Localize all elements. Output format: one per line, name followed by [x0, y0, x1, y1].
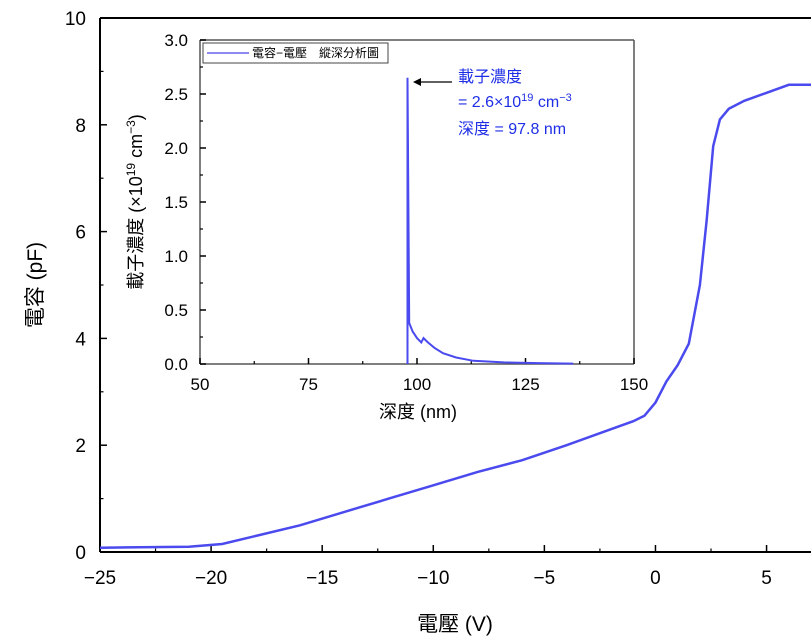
x-tick-label: 100 — [403, 375, 431, 394]
y-tick-label: 0 — [75, 543, 86, 564]
x-tick-label: −25 — [84, 568, 116, 589]
x-tick-label: 150 — [620, 375, 648, 394]
y-tick-label: 10 — [65, 9, 86, 30]
inset-x-axis-title: 深度 (nm) — [379, 402, 457, 422]
annotation-line-2: = 2.6×1019 cm−3 — [458, 92, 572, 111]
inset-y-title-sup: 19 — [124, 163, 138, 177]
main-series-line — [99, 83, 811, 549]
annotation-line-2-sup2: −3 — [559, 92, 572, 104]
inset-legend-label: 電容−電壓 縱深分析圖 — [252, 45, 379, 60]
inset-background — [200, 40, 634, 364]
inset-y-axis-title: 載子濃度 (×1019 cm−3) — [124, 114, 146, 290]
y-tick-label: 3.0 — [164, 31, 188, 50]
y-tick-label: 6 — [75, 223, 86, 244]
x-tick-label: 75 — [299, 375, 318, 394]
annotation-line-3: 深度 = 97.8 nm — [458, 120, 566, 138]
inset-y-title-close: ) — [126, 114, 146, 120]
annotation-line-2-tail: cm — [533, 94, 559, 111]
inset-legend: 電容−電壓 縱深分析圖 — [202, 42, 389, 64]
inset-legend-box — [202, 42, 389, 64]
inset-annotation: 載子濃度 = 2.6×1019 cm−3 深度 = 97.8 nm — [413, 68, 572, 138]
x-tick-label: −15 — [306, 568, 338, 589]
annotation-line-2-sup: 19 — [521, 92, 533, 104]
y-tick-label: 1.0 — [164, 247, 188, 266]
inset-y-title-main: 載子濃度 (×10 — [126, 176, 146, 290]
main-y-axis-title: 電容 (pF) — [24, 242, 47, 328]
y-tick-label: 2 — [75, 436, 86, 457]
y-tick-label: 2.5 — [164, 85, 188, 104]
annotation-arrow-head — [413, 78, 421, 86]
y-tick-label: 8 — [75, 116, 86, 137]
inset-y-title-tail: cm — [126, 134, 146, 163]
main-axis-ticks — [99, 17, 768, 553]
annotation-line-2-main: = 2.6×10 — [458, 94, 521, 111]
annotation-line-1: 載子濃度 — [458, 68, 522, 86]
y-tick-label: 4 — [75, 329, 86, 350]
x-tick-label: −20 — [195, 568, 227, 589]
x-tick-label: 5 — [761, 568, 772, 589]
inset-axis-tick-labels: 50 75 100 125 150 0.0 0.5 1.0 1.5 2.0 2.5 3.0 — [164, 31, 648, 394]
x-tick-label: 125 — [511, 375, 539, 394]
y-tick-label: 0.0 — [164, 355, 188, 374]
inset-y-title-sup2: −3 — [124, 120, 138, 134]
inset-series-line — [406, 77, 574, 365]
x-tick-label: 0 — [650, 568, 661, 589]
main-x-axis-title: 電壓 (V) — [417, 613, 493, 636]
x-tick-label: 50 — [191, 375, 210, 394]
y-tick-label: 2.0 — [164, 139, 188, 158]
y-tick-label: 1.5 — [164, 193, 188, 212]
x-tick-label: −10 — [417, 568, 449, 589]
x-tick-label: −5 — [534, 568, 556, 589]
y-tick-label: 0.5 — [164, 301, 188, 320]
